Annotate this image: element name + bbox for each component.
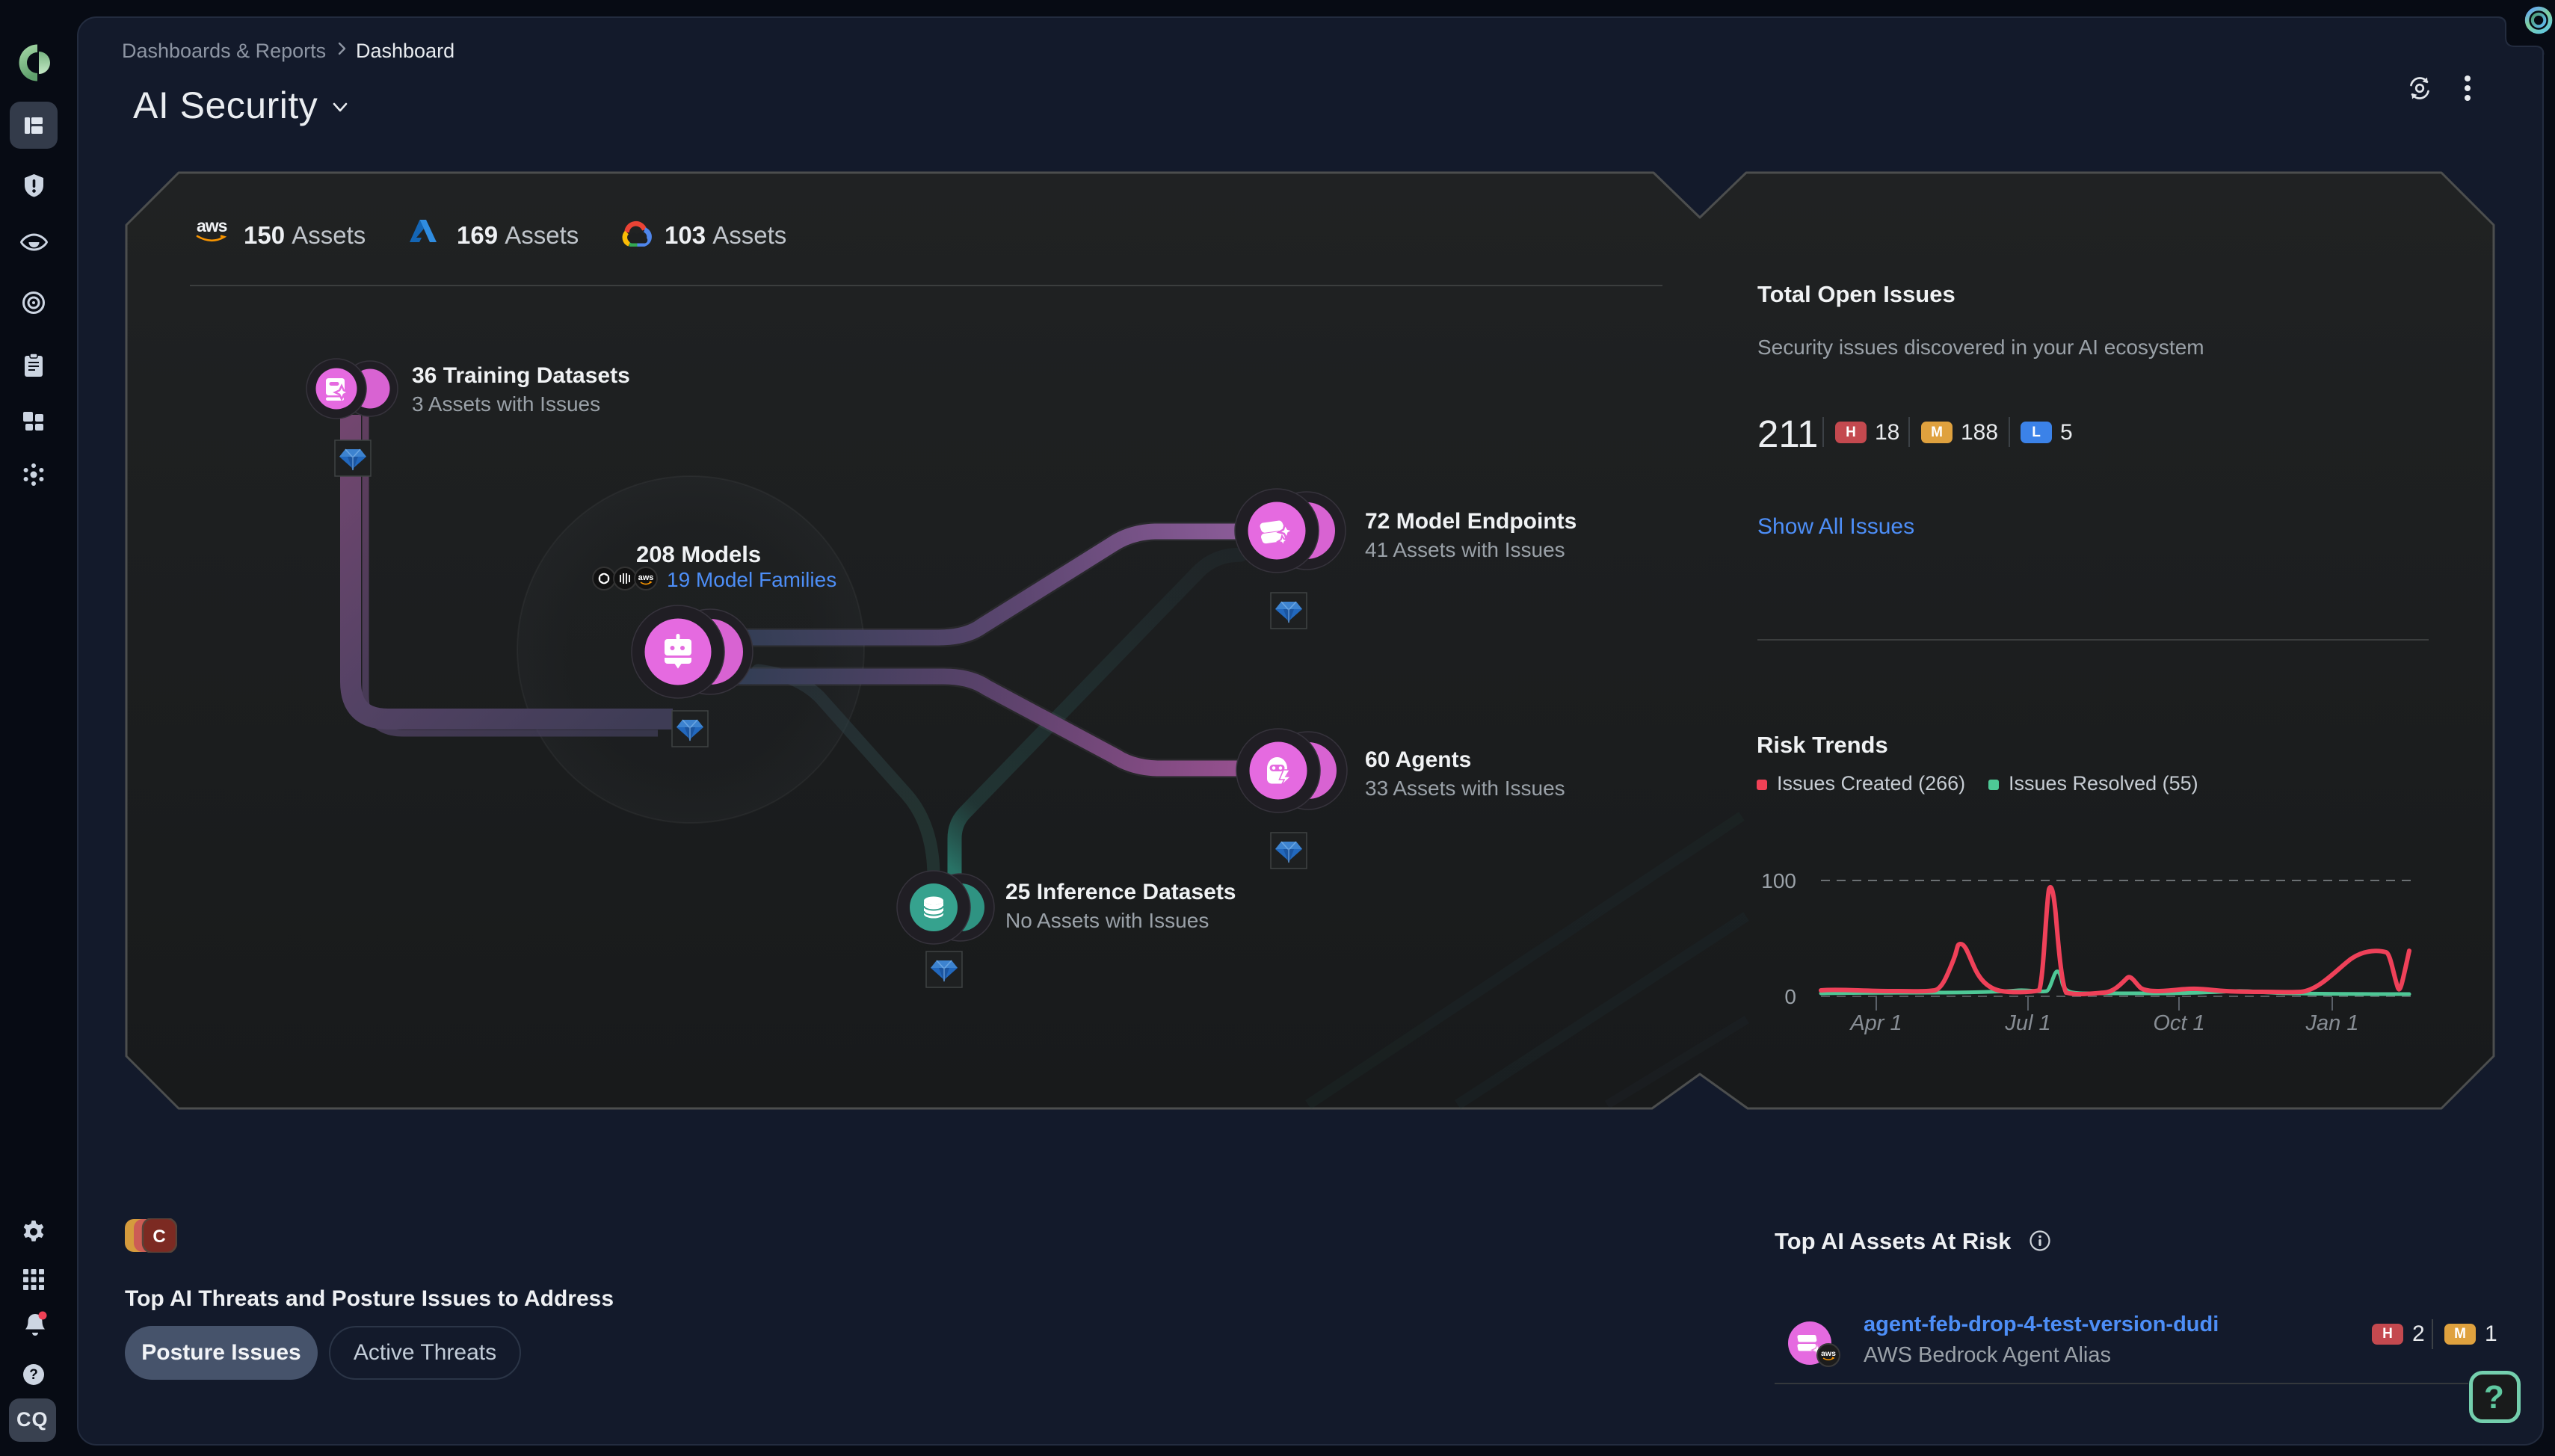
svg-text:100: 100 [1761, 869, 1796, 892]
svg-text:Apr 1: Apr 1 [1849, 1011, 1902, 1035]
svg-text:?: ? [29, 1367, 38, 1383]
svg-text:Oct 1: Oct 1 [2153, 1011, 2204, 1035]
svg-text:aws: aws [1821, 1349, 1836, 1358]
svg-text:Jul 1: Jul 1 [2004, 1011, 2050, 1035]
svg-text:0: 0 [1784, 985, 1796, 1008]
svg-text:Jan 1: Jan 1 [2305, 1011, 2359, 1035]
svg-text:aws: aws [638, 573, 654, 582]
svg-text:aws: aws [197, 216, 227, 235]
svg-text:C: C [152, 1227, 165, 1247]
